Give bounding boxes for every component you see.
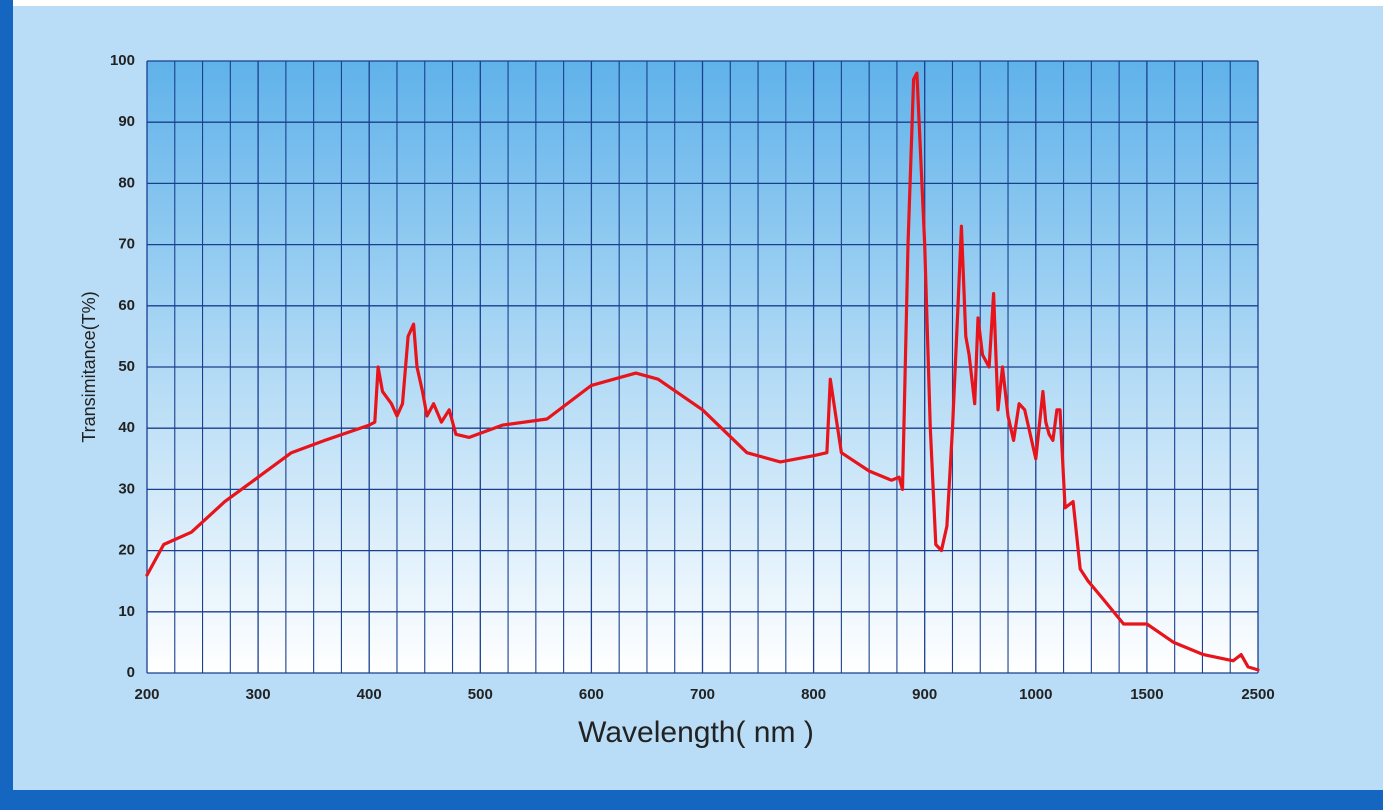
x-tick-label: 800 <box>801 686 826 703</box>
grid <box>146 60 1259 674</box>
y-tick-label: 80 <box>118 174 135 191</box>
x-tick-label: 1500 <box>1130 686 1163 703</box>
x-tick-label: 900 <box>912 686 937 703</box>
data-line <box>145 71 1260 672</box>
x-tick-label: 600 <box>579 686 604 703</box>
bottom-bar <box>0 790 1383 810</box>
left-bar <box>0 0 13 810</box>
x-tick-label: 300 <box>246 686 271 703</box>
y-tick-label: 60 <box>118 297 135 314</box>
x-tick-label: 1000 <box>1019 686 1052 703</box>
y-tick-label: 90 <box>118 113 135 130</box>
y-tick-label: 70 <box>118 236 135 253</box>
labels: 0 10 20 30 40 50 60 70 80 90 100 200 300 400 500 600 700… <box>110 52 1275 703</box>
y-tick-label: 0 <box>127 664 135 681</box>
x-tick-label: 400 <box>357 686 382 703</box>
y-tick-label: 40 <box>118 419 135 436</box>
x-tick-label: 700 <box>690 686 715 703</box>
marks <box>145 71 1260 672</box>
y-axis-label: Transimitance(T%) <box>79 291 99 442</box>
y-tick-label: 50 <box>118 358 135 375</box>
y-tick-label: 10 <box>118 603 135 620</box>
y-tick-label: 20 <box>118 542 135 559</box>
x-axis-label: Wavelength( nm ) <box>578 716 814 749</box>
y-tick-label: 30 <box>118 480 135 497</box>
top-edge <box>0 0 1383 6</box>
x-tick-label: 500 <box>468 686 493 703</box>
x-tick-label: 2500 <box>1241 686 1274 703</box>
y-tick-label: 100 <box>110 52 135 69</box>
x-tick-label: 200 <box>134 686 159 703</box>
